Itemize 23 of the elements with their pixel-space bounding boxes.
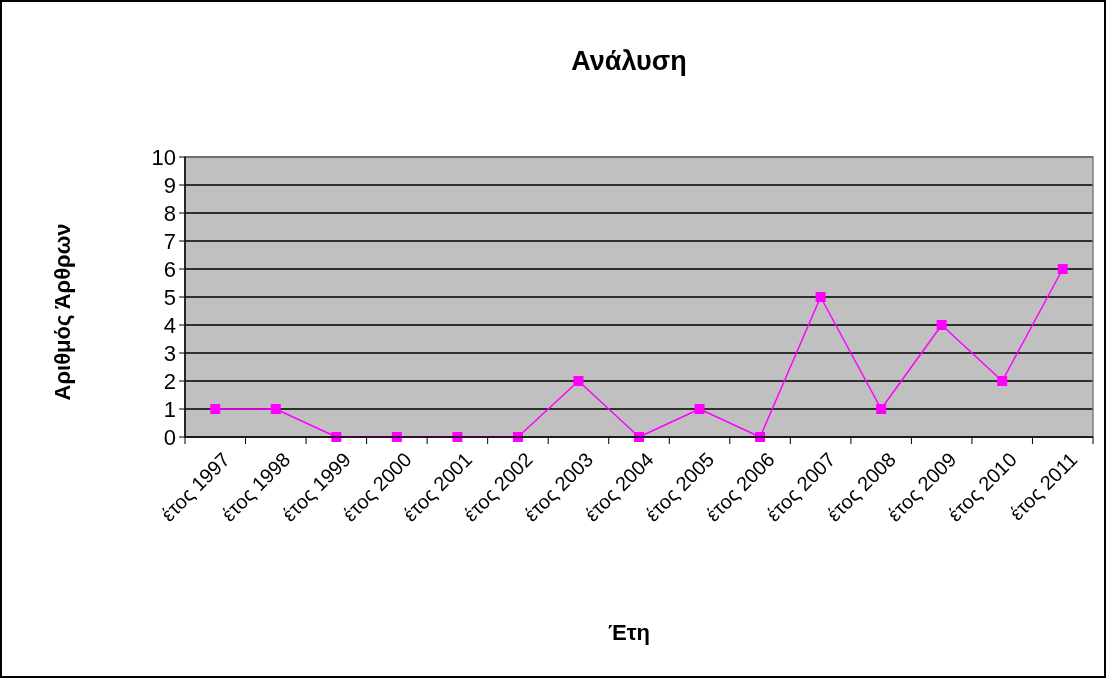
y-tick-label: 7 xyxy=(163,228,176,254)
y-tick-label: 10 xyxy=(151,144,176,170)
y-tick-label: 6 xyxy=(163,256,176,282)
point xyxy=(1057,264,1068,274)
point xyxy=(876,404,887,414)
y-tick-label: 9 xyxy=(163,172,176,198)
y-tick-label: 8 xyxy=(163,200,176,226)
chart-title: Ανάλυση xyxy=(571,46,687,76)
y-tick-label: 5 xyxy=(163,284,176,310)
y-tick-label: 0 xyxy=(163,424,176,450)
y-tick-label: 2 xyxy=(163,368,176,394)
y-axis-title: Αριθμός Άρθρων xyxy=(50,223,75,401)
point xyxy=(573,376,584,386)
point xyxy=(936,320,947,330)
x-axis-title: Έτη xyxy=(607,620,651,645)
point xyxy=(997,376,1008,386)
y-tick-label: 3 xyxy=(163,340,176,366)
point xyxy=(815,292,826,302)
point xyxy=(270,404,281,414)
y-tick-label: 4 xyxy=(163,312,176,338)
point xyxy=(694,404,705,414)
point xyxy=(210,404,221,414)
y-tick-label: 1 xyxy=(163,396,176,422)
